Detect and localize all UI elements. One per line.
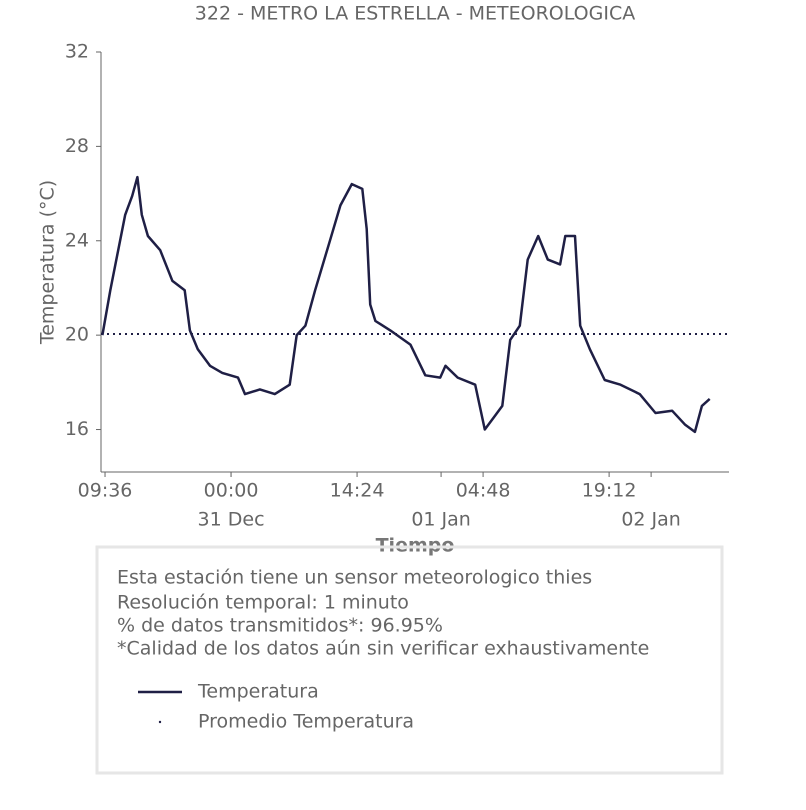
- info-line: % de datos transmitidos*: 96.95%: [117, 615, 443, 637]
- x-tick-label: 09:36: [78, 480, 133, 502]
- x-day-label: 01 Jan: [411, 509, 471, 531]
- y-tick-label: 28: [65, 135, 89, 157]
- legend-label: Temperatura: [197, 681, 319, 703]
- info-line: *Calidad de los datos aún sin verificar …: [117, 638, 649, 660]
- legend-swatch: [158, 720, 162, 724]
- x-tick-label: 04:48: [456, 480, 511, 502]
- info-box: [95, 545, 724, 775]
- y-tick-label: 32: [65, 41, 89, 63]
- x-tick-label: 14:24: [330, 480, 385, 502]
- x-day-label: 02 Jan: [621, 509, 681, 531]
- x-tick-label: 19:12: [582, 480, 637, 502]
- info-line: Esta estación tiene un sensor meteorolog…: [117, 567, 592, 589]
- y-tick-label: 16: [65, 418, 89, 440]
- x-tick-label: 00:00: [204, 480, 259, 502]
- x-day-label: 31 Dec: [198, 509, 265, 531]
- y-axis-label: Temperatura (°C): [37, 180, 59, 345]
- y-tick-label: 20: [65, 324, 89, 346]
- y-tick-label: 24: [65, 229, 89, 251]
- chart-title: 322 - METRO LA ESTRELLA - METEOROLOGICA: [195, 3, 635, 25]
- info-line: Resolución temporal: 1 minuto: [117, 592, 409, 614]
- temperature-line: [101, 175, 711, 434]
- legend-label: Promedio Temperatura: [198, 711, 414, 733]
